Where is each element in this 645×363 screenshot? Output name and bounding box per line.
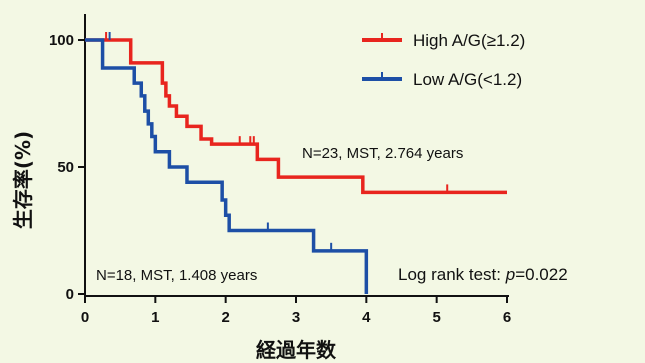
x-tick-label: 3: [292, 309, 300, 326]
logrank-text: Log rank test: p=0.022: [398, 265, 568, 284]
x-axis-title: 経過年数: [256, 338, 337, 362]
annotation-low-mst: N=18, MST, 1.408 years: [96, 267, 257, 284]
x-tick-label: 2: [221, 309, 229, 326]
legend-label-high: High A/G(≥1.2): [413, 31, 525, 50]
logrank-suffix: =0.022: [515, 265, 567, 284]
legend-label-low: Low A/G(<1.2): [413, 70, 522, 89]
series-low: [85, 32, 369, 294]
survival-curve-low: [85, 38, 369, 294]
legend: High A/G(≥1.2) Low A/G(<1.2): [362, 31, 525, 89]
survival-curve-high: [85, 38, 507, 195]
logrank-prefix: Log rank test:: [398, 265, 506, 284]
series-high: [85, 32, 507, 195]
x-tick-label: 6: [503, 309, 511, 326]
axes: 0 1 2 3 4 5 6 0 50 100: [49, 14, 511, 326]
legend-item-high: High A/G(≥1.2): [362, 31, 525, 50]
x-tick-label: 1: [151, 309, 159, 326]
legend-item-low: Low A/G(<1.2): [362, 70, 522, 89]
x-tick-label: 4: [362, 309, 371, 326]
series-layer: [85, 32, 507, 294]
logrank-p: p: [505, 265, 515, 284]
y-axis-title: 生存率(%): [11, 131, 35, 229]
y-tick-label: 50: [57, 159, 74, 176]
y-tick-label: 100: [49, 32, 74, 49]
annotation-high-mst: N=23, MST, 2.764 years: [302, 145, 463, 162]
y-tick-label: 0: [66, 286, 74, 303]
x-tick-label: 5: [432, 309, 440, 326]
x-tick-label: 0: [81, 309, 89, 326]
